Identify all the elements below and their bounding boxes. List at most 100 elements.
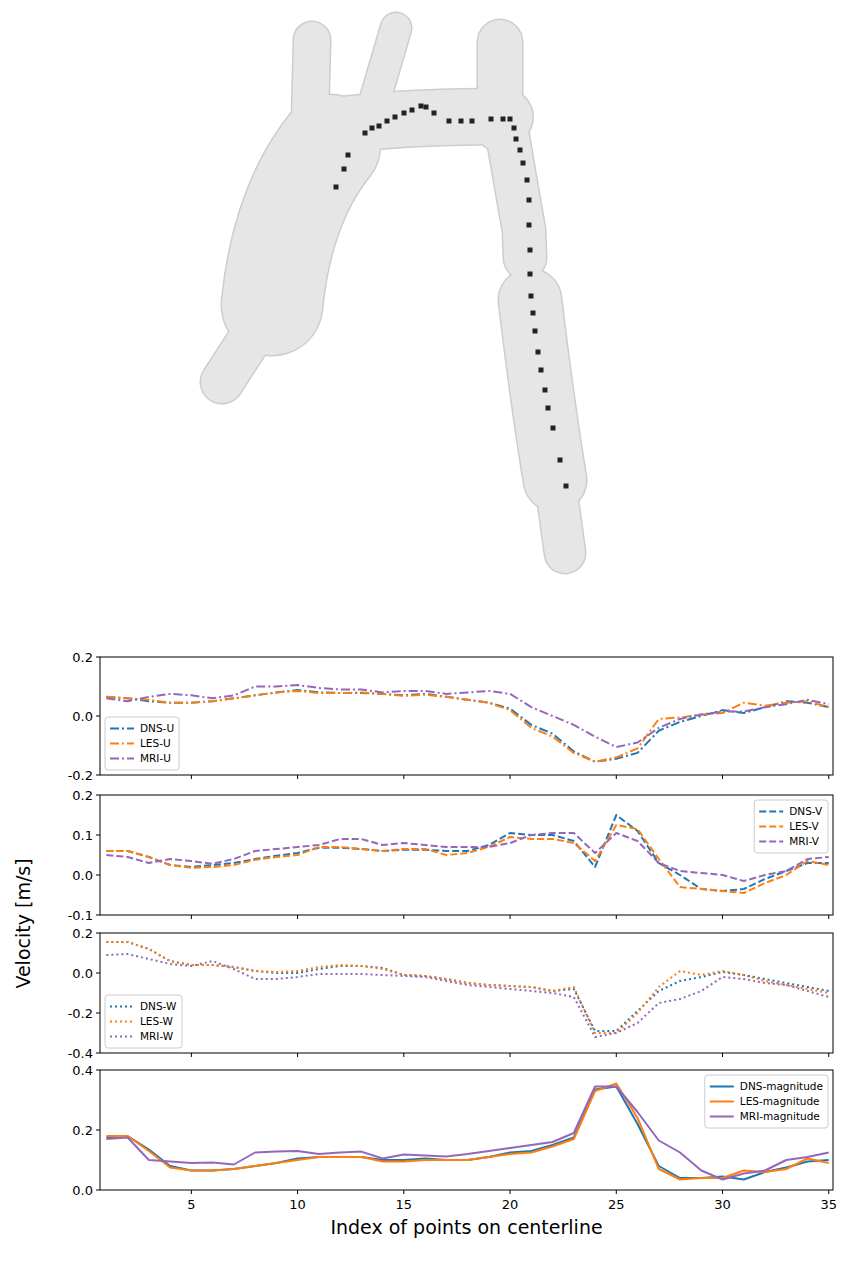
y-tick bbox=[96, 973, 100, 974]
legend-swatch bbox=[110, 1021, 134, 1023]
y-tick bbox=[96, 1130, 100, 1131]
legend-box bbox=[705, 1075, 828, 1128]
y-tick bbox=[96, 915, 100, 916]
series-line bbox=[106, 691, 828, 762]
centerline-point bbox=[410, 108, 415, 113]
y-tick bbox=[96, 875, 100, 876]
series-line bbox=[106, 942, 828, 1033]
aorta-geometry bbox=[222, 28, 569, 553]
legend-label: LES-V bbox=[789, 820, 819, 832]
x-tick bbox=[297, 1190, 298, 1194]
series-group bbox=[106, 942, 828, 1037]
legend: DNS-VLES-VMRI-V bbox=[754, 800, 828, 853]
centerline-point bbox=[363, 131, 368, 136]
series-line bbox=[106, 833, 828, 881]
centerline-point bbox=[536, 350, 541, 355]
y-tick bbox=[96, 795, 100, 796]
plot-frame bbox=[100, 795, 833, 915]
centerline-point bbox=[432, 111, 437, 116]
vessel-outline bbox=[555, 480, 565, 553]
legend-label: DNS-magnitude bbox=[740, 1080, 823, 1092]
centerline-point bbox=[370, 126, 375, 131]
plot-frame bbox=[100, 933, 833, 1053]
centerline-point bbox=[447, 119, 452, 124]
centerline-point bbox=[551, 426, 556, 431]
centerline-point bbox=[393, 115, 398, 120]
x-tick bbox=[403, 775, 404, 779]
vessel bbox=[555, 480, 565, 553]
series-line bbox=[106, 954, 828, 1037]
series-line bbox=[106, 690, 828, 762]
centerline-point bbox=[342, 167, 347, 172]
x-tick-label: 10 bbox=[289, 1197, 306, 1212]
y-tick-label: 0.2 bbox=[72, 788, 93, 803]
legend-label: MRI-V bbox=[789, 835, 820, 847]
legend-swatch bbox=[110, 1036, 134, 1038]
x-tick-label: 25 bbox=[608, 1197, 625, 1212]
centerline-point bbox=[527, 198, 532, 203]
legend-label: LES-magnitude bbox=[740, 1095, 820, 1107]
y-tick bbox=[96, 1070, 100, 1071]
centerline-point bbox=[424, 105, 429, 110]
centerline-point bbox=[334, 185, 339, 190]
vessel-outline bbox=[530, 300, 555, 480]
centerline-point bbox=[377, 124, 382, 129]
legend-swatch bbox=[759, 841, 783, 843]
legend-swatch bbox=[110, 1006, 134, 1008]
y-tick-label: 0.0 bbox=[72, 709, 93, 724]
y-tick bbox=[96, 933, 100, 934]
y-tick bbox=[96, 657, 100, 658]
centerline-point bbox=[385, 119, 390, 124]
series-group bbox=[106, 685, 828, 762]
centerline-point bbox=[564, 484, 569, 489]
centerline-point bbox=[527, 223, 532, 228]
panel: -0.10.00.10.2DNS-VLES-VMRI-V bbox=[68, 788, 833, 923]
legend-swatch bbox=[110, 743, 134, 745]
y-tick-label: -0.2 bbox=[68, 768, 93, 783]
legend-box bbox=[105, 995, 182, 1048]
legend-label: MRI-magnitude bbox=[740, 1110, 820, 1122]
panel: 0.00.20.45101520253035DNS-magnitudeLES-m… bbox=[72, 1063, 837, 1239]
vessel bbox=[530, 300, 555, 480]
centerline-point bbox=[470, 119, 475, 124]
centerline-point bbox=[489, 117, 494, 122]
centerline-point bbox=[558, 458, 563, 463]
y-tick-label: 0.0 bbox=[72, 1183, 93, 1198]
legend: DNS-WLES-WMRI-W bbox=[105, 995, 182, 1048]
vessel bbox=[320, 117, 505, 127]
x-tick-label: 30 bbox=[714, 1197, 731, 1212]
panel: -0.20.00.2DNS-ULES-UMRI-U bbox=[68, 650, 833, 783]
x-tick bbox=[828, 775, 829, 779]
centerline-point bbox=[528, 248, 533, 253]
vessel bbox=[505, 120, 525, 258]
x-tick bbox=[722, 1190, 723, 1194]
legend-label: MRI-W bbox=[140, 1030, 174, 1042]
centerline-point bbox=[419, 104, 424, 109]
vessel-outline bbox=[272, 145, 330, 305]
centerline-point bbox=[525, 178, 530, 183]
vessel bbox=[272, 145, 330, 305]
x-tick bbox=[297, 775, 298, 779]
x-tick bbox=[722, 1053, 723, 1057]
y-tick bbox=[96, 716, 100, 717]
series-line bbox=[106, 685, 828, 747]
y-axis-title: Velocity [m/s] bbox=[12, 858, 34, 988]
centerline-point bbox=[543, 388, 548, 393]
x-tick bbox=[403, 915, 404, 919]
legend-swatch bbox=[110, 758, 134, 760]
x-tick bbox=[828, 915, 829, 919]
x-tick bbox=[510, 1053, 511, 1057]
x-tick-label: 5 bbox=[187, 1197, 195, 1212]
x-tick bbox=[191, 915, 192, 919]
legend-swatch bbox=[110, 728, 134, 730]
vessel-outline bbox=[320, 117, 505, 127]
centerline-point bbox=[459, 119, 464, 124]
series-line bbox=[106, 815, 828, 891]
legend-swatch bbox=[759, 826, 783, 828]
x-tick bbox=[616, 1190, 617, 1194]
y-tick-label: 0.2 bbox=[72, 1123, 93, 1138]
centerline-point bbox=[531, 311, 536, 316]
x-tick-label: 20 bbox=[502, 1197, 519, 1212]
legend-swatch bbox=[759, 811, 783, 813]
vessel-outline bbox=[505, 120, 525, 258]
